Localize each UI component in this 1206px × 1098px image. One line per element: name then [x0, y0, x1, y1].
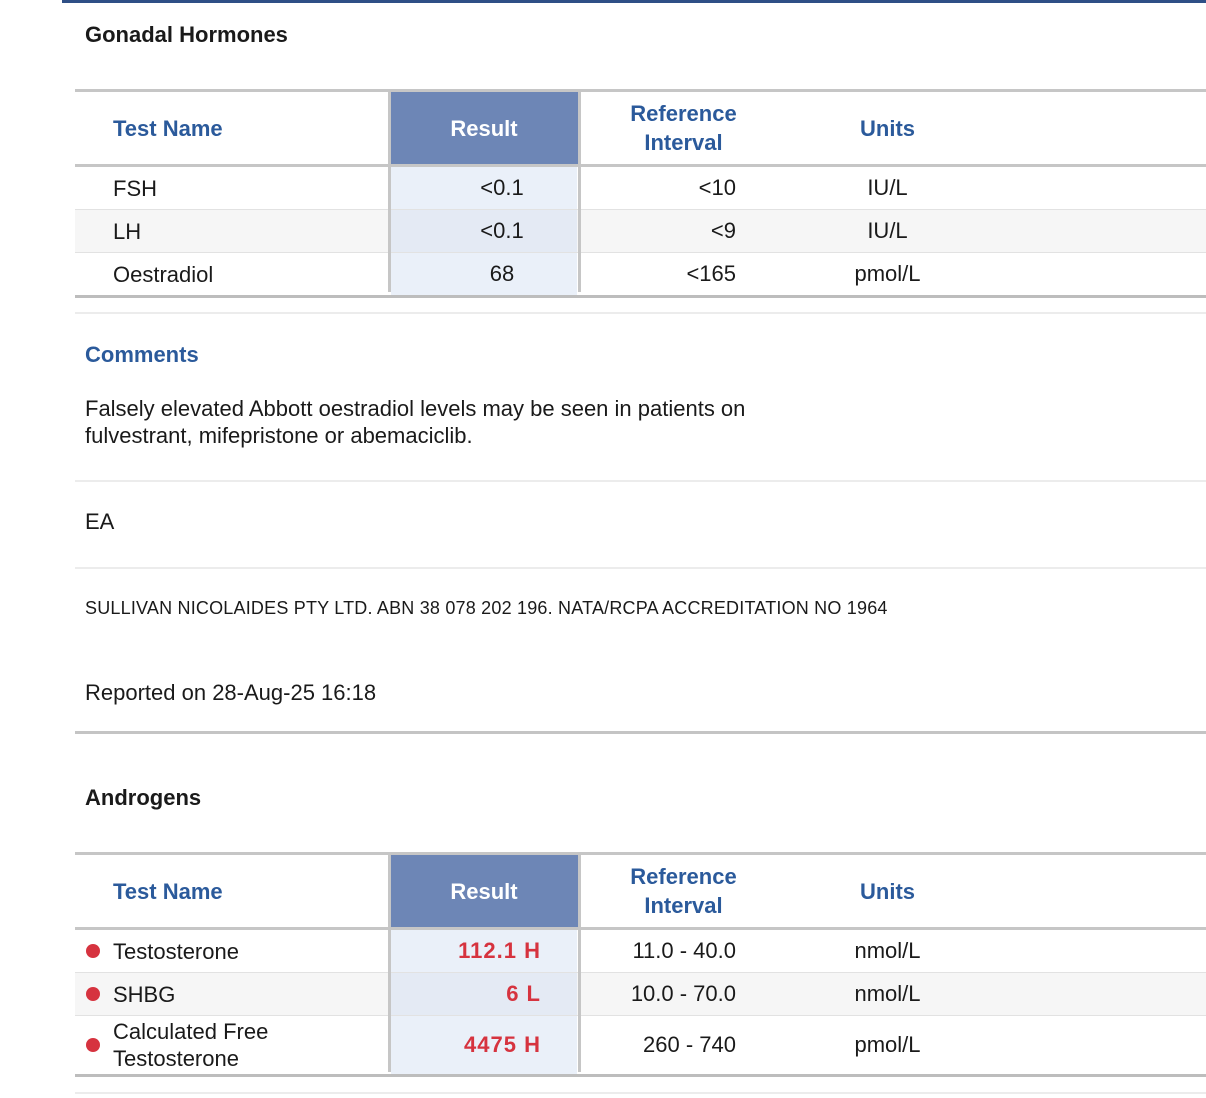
reference-interval: <10 — [698, 175, 736, 200]
units: nmol/L — [854, 938, 921, 963]
result-value-flagged: 6 L — [506, 981, 541, 1006]
result-cell: 112.1 H — [391, 930, 577, 972]
result-cell: <0.1 — [391, 210, 577, 252]
test-name-line-1: Calculated Free — [113, 1019, 269, 1044]
header-units: Units — [860, 878, 915, 904]
abnormal-flag-dot — [86, 987, 100, 1001]
table-header: Test Name Result Reference Interval Units — [75, 89, 1206, 167]
table-row: Oestradiol 68 <165 pmol/L — [75, 253, 1206, 298]
table-row: Calculated Free Testosterone 4475 H 260 -… — [75, 1016, 1206, 1077]
result-value-flagged: 4475 H — [464, 1032, 541, 1057]
comment-text: Falsely elevated Abbott oestradiol level… — [85, 395, 845, 449]
table-row: LH <0.1 <9 IU/L — [75, 210, 1206, 253]
divider — [75, 567, 1206, 569]
test-name: SHBG — [113, 981, 176, 1007]
test-name: Testosterone — [113, 938, 239, 964]
reported-timestamp: Reported on 28-Aug-25 16:18 — [85, 680, 377, 705]
column-divider — [578, 89, 581, 292]
section-divider — [75, 731, 1206, 734]
header-units: Units — [860, 115, 915, 141]
header-result: Result — [389, 855, 579, 927]
gonadal-table: Test Name Result Reference Interval Units… — [75, 89, 1206, 298]
units: IU/L — [867, 175, 908, 200]
section-title-androgens: Androgens — [85, 785, 202, 810]
reference-interval: <165 — [686, 261, 736, 286]
divider — [75, 480, 1206, 482]
test-name: Oestradiol — [113, 261, 214, 287]
comments-title: Comments — [85, 342, 199, 367]
header-result: Result — [389, 92, 579, 164]
top-accent-bar — [62, 0, 1206, 3]
reference-interval: 260 - 740 — [643, 1032, 736, 1057]
units: pmol/L — [854, 261, 921, 286]
result-value: <0.1 — [480, 175, 524, 200]
units: IU/L — [867, 218, 908, 243]
lab-accreditation: SULLIVAN NICOLAIDES PTY LTD. ABN 38 078 … — [85, 598, 888, 618]
header-test-name: Test Name — [113, 115, 223, 141]
column-divider — [578, 852, 581, 1072]
table-row: Testosterone 112.1 H 11.0 - 40.0 nmol/L — [75, 930, 1206, 973]
test-name: LH — [113, 218, 142, 244]
result-value: 68 — [489, 261, 515, 286]
test-name: Calculated Free Testosterone — [113, 1016, 268, 1074]
androgens-table: Test Name Result Reference Interval Units… — [75, 852, 1206, 1077]
header-reference-interval: Reference Interval — [581, 92, 786, 164]
result-cell: 68 — [391, 253, 577, 295]
divider — [75, 312, 1206, 314]
abnormal-flag-dot — [86, 1038, 100, 1052]
result-value-flagged: 112.1 H — [458, 938, 541, 963]
comment-line-1: Falsely elevated Abbott oestradiol level… — [85, 396, 746, 421]
header-reference-interval: Reference Interval — [581, 855, 786, 927]
result-cell: 4475 H — [391, 1016, 577, 1074]
reference-interval: 10.0 - 70.0 — [630, 981, 736, 1006]
initials: EA — [85, 509, 115, 534]
comment-line-2: fulvestrant, mifepristone or abemaciclib… — [85, 423, 473, 448]
header-ref-line2: Interval — [644, 130, 723, 155]
abnormal-flag-dot — [86, 944, 100, 958]
result-cell: 6 L — [391, 973, 577, 1015]
header-ref-line1: Reference — [630, 101, 737, 126]
divider — [75, 1092, 1206, 1094]
section-title-gonadal: Gonadal Hormones — [85, 22, 288, 47]
reference-interval: 11.0 - 40.0 — [632, 938, 736, 963]
table-row: FSH <0.1 <10 IU/L — [75, 167, 1206, 210]
result-value: <0.1 — [480, 218, 524, 243]
header-ref-line2: Interval — [644, 893, 723, 918]
header-ref-line1: Reference — [630, 864, 737, 889]
test-name-line-2: Testosterone — [113, 1046, 239, 1071]
column-divider — [388, 89, 391, 292]
test-name: FSH — [113, 175, 157, 201]
reference-interval: <9 — [710, 218, 736, 243]
table-row: SHBG 6 L 10.0 - 70.0 nmol/L — [75, 973, 1206, 1016]
header-test-name: Test Name — [113, 878, 223, 904]
units: nmol/L — [854, 981, 921, 1006]
column-divider — [388, 852, 391, 1072]
units: pmol/L — [854, 1032, 921, 1057]
result-cell: <0.1 — [391, 167, 577, 209]
table-header: Test Name Result Reference Interval Units — [75, 852, 1206, 930]
